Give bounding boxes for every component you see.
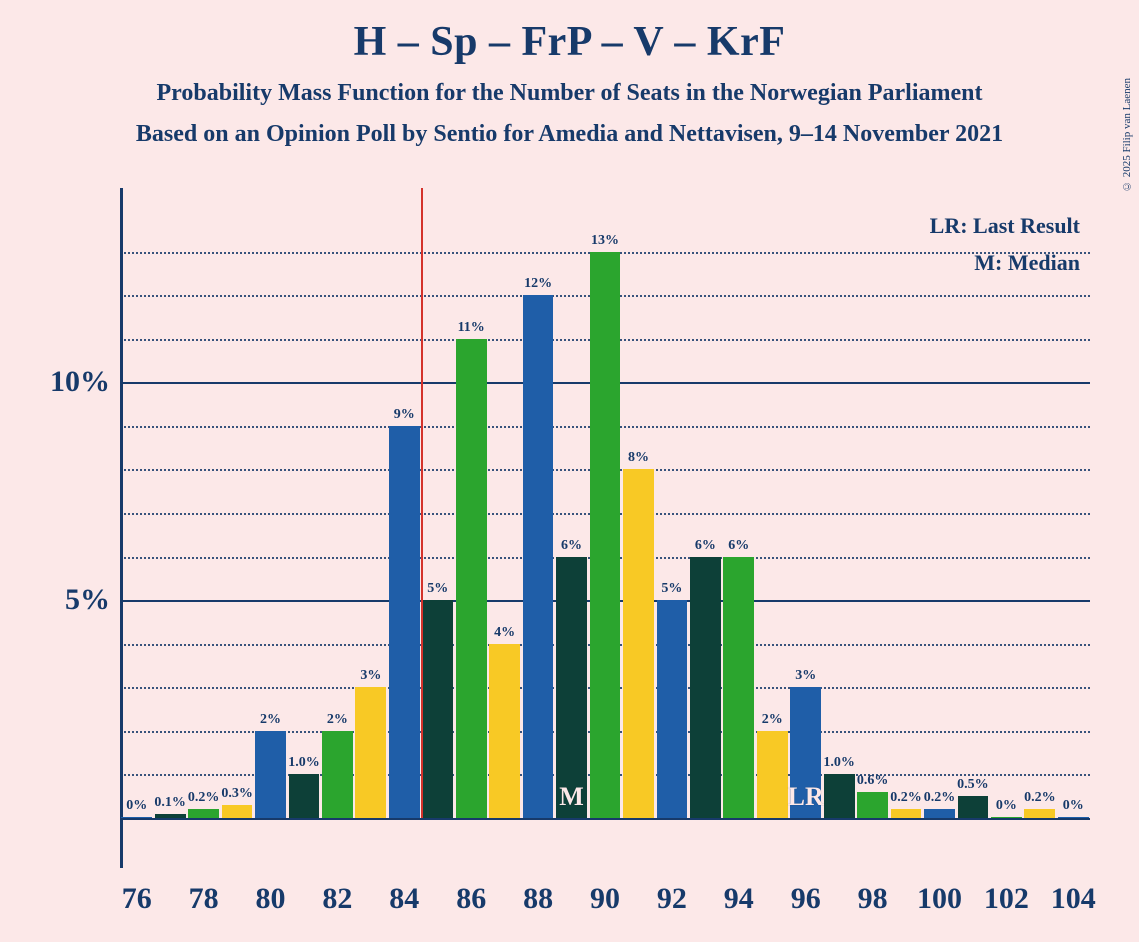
bar-value-label: 0.6%: [843, 773, 903, 789]
x-axis-label: 76: [122, 882, 152, 916]
x-axis-label: 84: [389, 882, 419, 916]
legend-median: M: Median: [974, 250, 1080, 276]
x-axis-label: 90: [590, 882, 620, 916]
bar-value-label: 3%: [776, 668, 836, 684]
chart-subtitle-1: Probability Mass Function for the Number…: [0, 80, 1139, 107]
bar-value-label: 8%: [608, 450, 668, 466]
bar: [723, 557, 754, 818]
bar: [590, 252, 621, 818]
chart-subtitle-2: Based on an Opinion Poll by Sentio for A…: [0, 121, 1139, 148]
bar: [222, 805, 253, 818]
x-axis-label: 80: [256, 882, 286, 916]
bar: [155, 814, 186, 818]
y-axis-label: 5%: [50, 583, 110, 617]
bar: [991, 817, 1022, 818]
legend-last-result: LR: Last Result: [930, 213, 1080, 239]
bar-value-label: 0.5%: [943, 777, 1003, 793]
bar: [489, 644, 520, 818]
x-axis-label: 96: [791, 882, 821, 916]
bar-value-label: 6%: [709, 538, 769, 554]
x-axis-label: 102: [984, 882, 1029, 916]
bar: [422, 600, 453, 818]
chart-plot: 0%0.1%0.2%0.3%2%1.0%2%3%9%5%11%4%12%6%13…: [60, 208, 1090, 868]
bar: [1058, 817, 1089, 818]
bar: [623, 469, 654, 818]
x-axis-label: 82: [322, 882, 352, 916]
bar: [924, 809, 955, 818]
bar: [523, 295, 554, 818]
x-axis-line: [120, 818, 1090, 820]
x-axis-label: 86: [456, 882, 486, 916]
bar-value-label: 1.0%: [809, 755, 869, 771]
x-axis-label: 104: [1051, 882, 1096, 916]
bar-value-label: 0%: [1043, 798, 1103, 814]
bar-value-label: 2%: [241, 712, 301, 728]
x-axis-label: 94: [724, 882, 754, 916]
x-axis-label: 92: [657, 882, 687, 916]
bar-value-label: 13%: [575, 233, 635, 249]
bar-value-label: 11%: [441, 320, 501, 336]
bar: [790, 687, 821, 818]
chart-title: H – Sp – FrP – V – KrF: [0, 18, 1139, 66]
bar: [757, 731, 788, 818]
bar: [891, 809, 922, 818]
x-axis-label: 100: [917, 882, 962, 916]
copyright-text: © 2025 Filip van Laenen: [1121, 78, 1133, 192]
bar: [355, 687, 386, 818]
bar-value-label: 9%: [374, 407, 434, 423]
bar: [121, 817, 152, 818]
bar: [322, 731, 353, 818]
bar: [389, 426, 420, 818]
x-axis-label: 98: [858, 882, 888, 916]
y-axis-label: 10%: [50, 365, 110, 399]
majority-line: [421, 188, 423, 818]
bar: [456, 339, 487, 818]
bar: [188, 809, 219, 818]
x-axis-label: 78: [189, 882, 219, 916]
plot-area: 0%0.1%0.2%0.3%2%1.0%2%3%9%5%11%4%12%6%13…: [120, 208, 1090, 868]
y-axis-line: [120, 188, 123, 868]
bar: [255, 731, 286, 818]
bar-value-label: 12%: [508, 276, 568, 292]
bar: [690, 557, 721, 818]
bar: [657, 600, 688, 818]
bar: [289, 774, 320, 818]
x-axis-label: 88: [523, 882, 553, 916]
bar: [556, 557, 587, 818]
